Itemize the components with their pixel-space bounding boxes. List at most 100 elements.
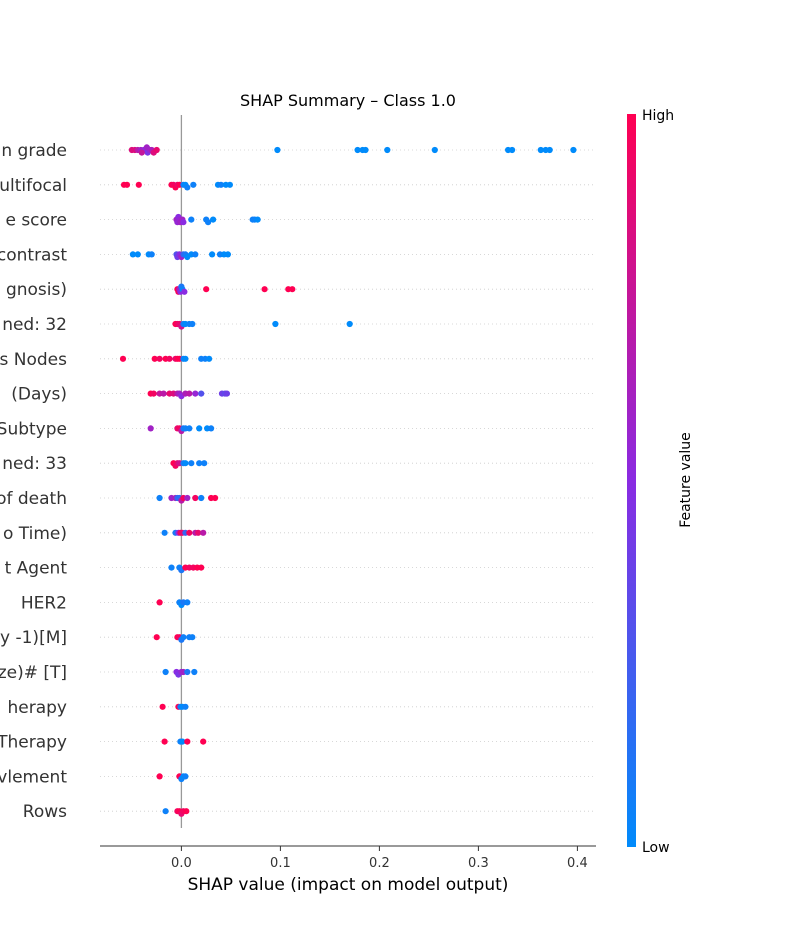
shap-point <box>166 355 173 362</box>
shap-point <box>182 773 189 780</box>
shap-point <box>192 390 199 397</box>
shap-point <box>186 390 193 397</box>
shap-point <box>143 144 150 151</box>
shap-point <box>354 146 361 154</box>
feature-label-s-nodes: s Nodes <box>0 350 67 370</box>
shap-point <box>184 599 191 606</box>
shap-point <box>272 320 279 328</box>
shap-point <box>224 251 231 258</box>
shap-point <box>179 738 186 745</box>
shap-point <box>151 355 158 362</box>
shap-point <box>184 184 191 191</box>
colorbar-gradient <box>627 114 636 847</box>
shap-point <box>210 216 217 223</box>
shap-point <box>180 219 187 226</box>
shap-point <box>201 460 208 467</box>
shap-point <box>162 808 169 815</box>
shap-point <box>192 494 199 502</box>
shap-point <box>186 529 193 536</box>
x-axis-label: SHAP value (impact on model output) <box>188 875 509 895</box>
shap-point <box>123 181 131 188</box>
shap-point <box>134 251 141 258</box>
shap-point <box>138 149 145 156</box>
colorbar: High Low Feature value <box>627 108 694 856</box>
shap-point <box>274 146 281 154</box>
shap-point <box>217 181 225 188</box>
shap-point <box>119 355 127 362</box>
shap-point <box>546 146 553 154</box>
x-tick-label: 0.3 <box>468 856 489 871</box>
shap-point <box>161 529 168 536</box>
feature-label-herapy: herapy <box>8 698 68 718</box>
shap-point <box>129 251 136 258</box>
shap-point <box>198 390 205 397</box>
feature-label-n-grade: n grade <box>1 141 67 161</box>
x-tick-label: 0.4 <box>567 856 588 871</box>
feature-label-ze-t: ze)# [T] <box>0 663 67 683</box>
shap-point <box>200 738 207 745</box>
shap-point <box>186 425 193 432</box>
shap-point <box>189 634 196 641</box>
shap-point <box>205 219 212 226</box>
shap-point <box>188 460 195 467</box>
shap-points <box>119 144 577 817</box>
feature-label-y-1-m: y -1)[M] <box>0 628 67 648</box>
feature-label-ned-32: ned: 32 <box>2 315 67 335</box>
shap-point <box>209 251 216 258</box>
shap-point <box>195 529 202 536</box>
shap-point <box>431 146 438 154</box>
shap-point <box>184 494 191 502</box>
shap-point <box>156 599 163 606</box>
feature-label-vlement: vlement <box>0 767 67 787</box>
shap-point <box>156 773 163 780</box>
feature-label-her2: HER2 <box>21 593 67 613</box>
shap-point <box>147 425 154 432</box>
feature-label-gnosis: gnosis) <box>6 280 67 300</box>
shap-point <box>226 181 233 188</box>
shap-point <box>189 320 196 328</box>
shap-point <box>254 216 261 223</box>
x-tick-label: 0.0 <box>171 856 192 871</box>
feature-label-ned-33: ned: 33 <box>2 454 67 474</box>
colorbar-title: Feature value <box>678 432 694 528</box>
feature-label-therapy: Therapy <box>0 733 67 753</box>
colorbar-high-label: High <box>642 108 674 124</box>
shap-point <box>188 216 195 223</box>
shap-point <box>346 320 353 328</box>
shap-point <box>182 703 189 710</box>
shap-point <box>196 425 203 432</box>
shap-point <box>198 494 205 502</box>
feature-label-of-death: of death <box>0 489 67 509</box>
shap-point <box>184 738 191 745</box>
shap-point <box>182 355 189 362</box>
shap-point <box>168 564 175 571</box>
shap-point <box>384 146 391 154</box>
shap-point <box>212 494 219 502</box>
feature-label-days: (Days) <box>11 385 67 405</box>
shap-point <box>162 668 169 676</box>
x-tick-label: 0.2 <box>369 856 390 871</box>
shap-point <box>362 146 369 154</box>
shap-point <box>156 355 163 362</box>
feature-label-o-time: o Time) <box>3 524 67 544</box>
shap-point <box>192 251 199 258</box>
shap-point <box>208 425 215 432</box>
shap-point <box>261 286 268 293</box>
chart-title: SHAP Summary – Class 1.0 <box>240 91 456 110</box>
shap-point <box>190 181 197 188</box>
shap-point <box>148 251 155 258</box>
shap-point <box>153 634 160 641</box>
shap-point <box>198 564 205 571</box>
shap-point <box>203 286 210 293</box>
shap-point <box>161 738 168 745</box>
feature-label-e-score: e score <box>5 211 67 231</box>
shap-point <box>160 390 167 397</box>
shap-point <box>223 390 230 397</box>
colorbar-low-label: Low <box>642 840 670 856</box>
shap-point <box>537 146 544 154</box>
shap-point <box>508 146 516 154</box>
shap-point <box>180 634 187 641</box>
feature-label-ultifocal: ultifocal <box>0 176 67 196</box>
shap-point <box>570 146 577 154</box>
